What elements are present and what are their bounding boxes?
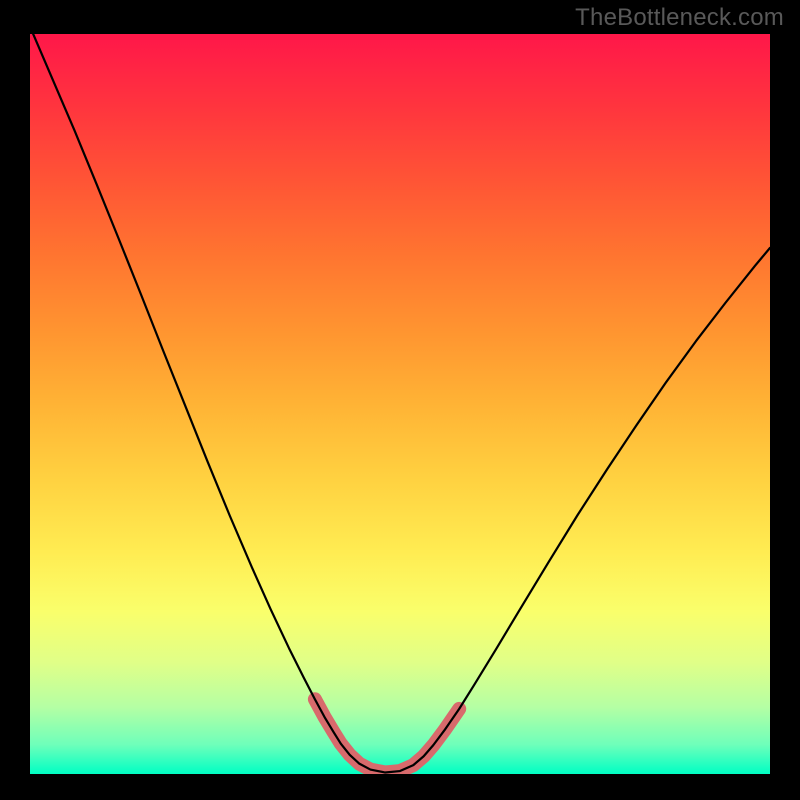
chart-frame: TheBottleneck.com [0,0,800,800]
plot-area-background [30,34,770,774]
bottleneck-chart-svg [0,0,800,800]
watermark-text: TheBottleneck.com [575,4,784,32]
